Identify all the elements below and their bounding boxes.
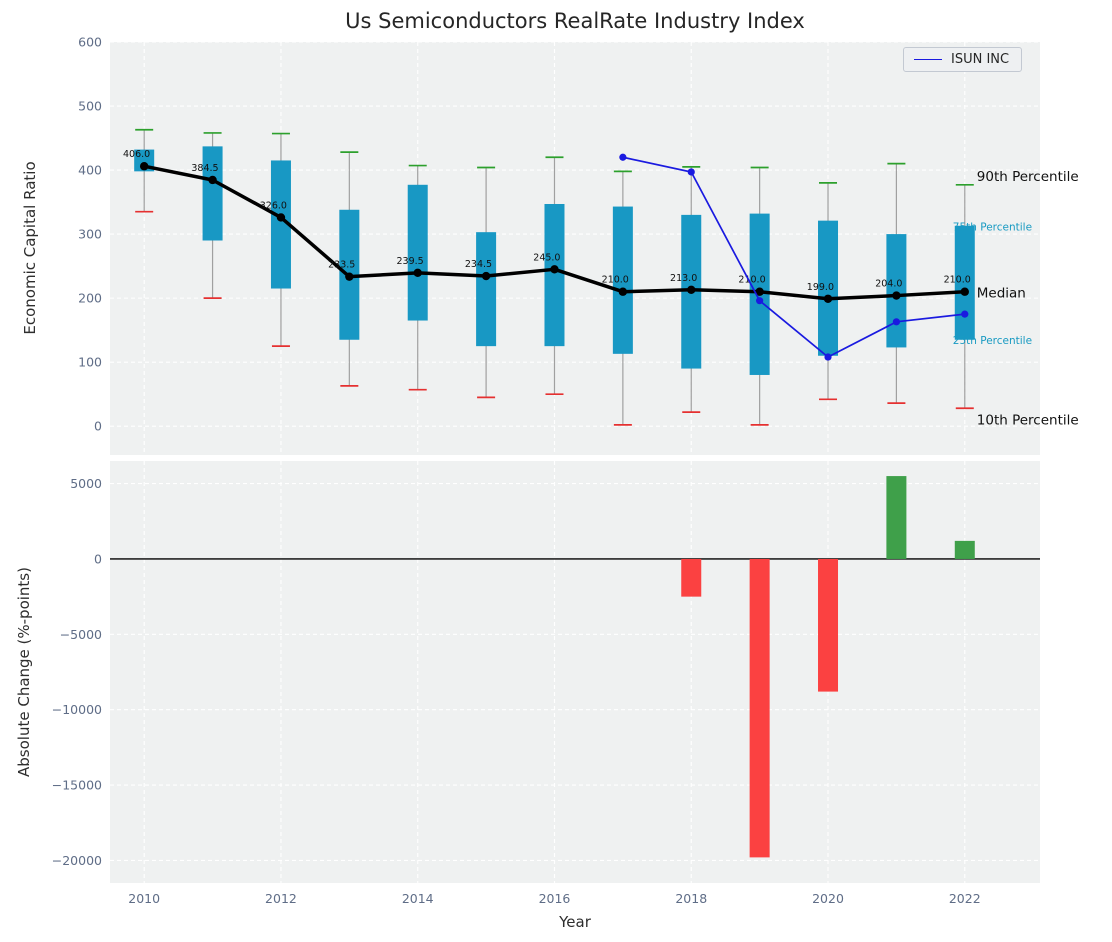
median-value-label-2012: 326.0 (260, 200, 287, 211)
top-axes-background (110, 42, 1040, 455)
bottom-axes-background (110, 461, 1040, 883)
box-2022 (954, 225, 975, 340)
median-value-label-2013: 233.5 (328, 260, 355, 271)
bottom-ytick-label: −20000 (52, 853, 102, 868)
bottom-ytick-label: 0 (94, 551, 102, 566)
annotation-25th-percentile: 25th Percentile (953, 335, 1032, 347)
xtick-label: 2016 (539, 891, 571, 906)
bar-2020 (818, 558, 839, 692)
legend: ISUN INC (903, 47, 1023, 72)
top-ytick-label: 600 (78, 35, 102, 50)
xtick-label: 2010 (128, 891, 160, 906)
box-2020 (818, 220, 839, 356)
top-ytick-label: 400 (78, 163, 102, 178)
annotation-10th-percentile: 10th Percentile (977, 412, 1079, 428)
top-ytick-label: 0 (94, 419, 102, 434)
bar-2019 (749, 558, 770, 858)
median-point-2014 (413, 268, 422, 278)
median-point-2021 (892, 291, 901, 300)
annotation-90th-percentile: 90th Percentile (977, 169, 1079, 185)
median-point-2013 (345, 272, 354, 281)
legend-label: ISUN INC (951, 52, 1010, 67)
median-value-label-2014: 239.5 (397, 256, 424, 267)
xtick-label: 2012 (265, 891, 297, 906)
box-2014 (407, 184, 428, 321)
median-point-2020 (823, 294, 833, 303)
box-2012 (270, 160, 291, 289)
median-point-2022 (960, 287, 969, 296)
median-point-2015 (481, 271, 491, 281)
median-value-label-2019: 210.0 (738, 275, 765, 286)
bar-2018 (681, 558, 702, 597)
median-point-2018 (687, 285, 696, 294)
bottom-ytick-label: −15000 (52, 778, 102, 793)
median-value-label-2021: 204.0 (875, 279, 902, 290)
median-point-2012 (276, 213, 286, 222)
isun-point-2019 (756, 297, 764, 305)
median-value-label-2022: 210.0 (944, 275, 971, 286)
xtick-label: 2020 (812, 891, 844, 906)
isun-point-2017 (619, 153, 627, 161)
bar-2021 (886, 476, 907, 559)
median-value-label-2015: 234.5 (465, 259, 492, 270)
bar-2022 (954, 540, 975, 559)
median-value-label-2010: 406.0 (123, 149, 150, 160)
isun-point-2018 (687, 168, 695, 176)
median-value-label-2011: 384.5 (191, 163, 218, 174)
legend-line-sample (914, 59, 942, 60)
annotation-median: Median (977, 286, 1026, 302)
isun-point-2021 (892, 318, 900, 326)
median-value-label-2018: 213.0 (670, 273, 697, 284)
isun-line (622, 156, 965, 359)
box-2011 (202, 146, 223, 241)
x-axis-label: Year (559, 913, 591, 931)
median-point-2019 (755, 287, 764, 296)
top-ytick-label: 300 (78, 227, 102, 242)
isun-point-2020 (824, 353, 832, 361)
isun-point-2022 (961, 310, 969, 318)
box-2016 (544, 203, 565, 347)
median-point-2011 (208, 175, 217, 185)
median-value-label-2016: 245.0 (533, 252, 560, 263)
top-ytick-label: 100 (78, 355, 102, 370)
box-2017 (612, 206, 633, 354)
median-point-2010 (139, 162, 149, 171)
bottom-ytick-label: 5000 (70, 476, 102, 491)
box-2015 (476, 232, 497, 347)
bottom-ytick-label: −10000 (52, 702, 102, 717)
bottom-ytick-label: −5000 (60, 627, 102, 642)
top-ytick-label: 500 (78, 99, 102, 114)
top-ytick-label: 200 (78, 291, 102, 306)
xtick-label: 2022 (949, 891, 981, 906)
median-point-2017 (618, 287, 628, 296)
xtick-label: 2018 (675, 891, 707, 906)
chart-title: Us Semiconductors RealRate Industry Inde… (345, 9, 805, 33)
top-ylabel: Economic Capital Ratio (21, 161, 39, 335)
annotation-75th-percentile: 75th Percentile (953, 221, 1032, 233)
median-value-label-2020: 199.0 (807, 282, 834, 293)
median-value-label-2017: 210.0 (602, 275, 629, 286)
median-point-2016 (550, 265, 559, 274)
xtick-label: 2014 (402, 891, 434, 906)
bottom-ylabel: Absolute Change (%-points) (15, 567, 33, 777)
box-2021 (886, 234, 907, 348)
